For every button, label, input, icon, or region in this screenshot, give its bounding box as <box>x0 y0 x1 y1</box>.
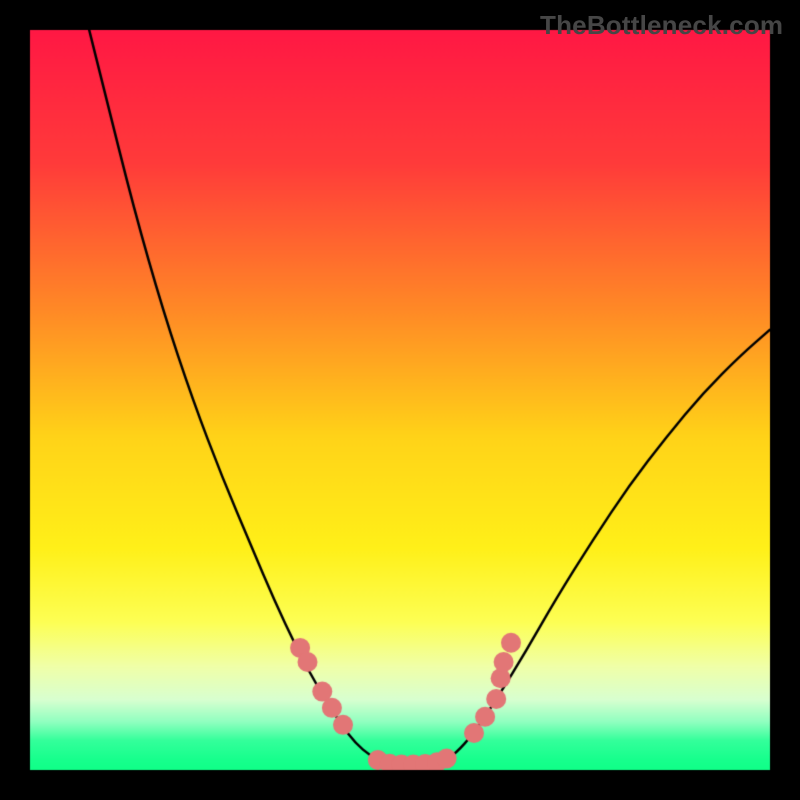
bottleneck-chart-canvas <box>0 0 800 800</box>
